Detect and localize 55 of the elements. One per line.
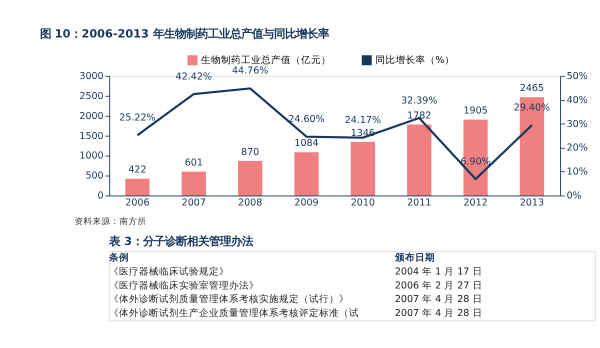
x-tick-label: 2007 — [182, 198, 206, 209]
bar — [238, 160, 262, 196]
text: 2007 年 4 月 28 日 — [394, 293, 482, 306]
y2-tick-label: 0% — [566, 190, 582, 202]
y2-tick-label: 30% — [566, 118, 588, 130]
x-tick-label: 2010 — [350, 198, 375, 209]
text: 《体外诊断试剂质量管理体系考核实施规定（试行）》 — [109, 293, 350, 306]
data-label: 1782 — [407, 110, 432, 122]
data-label: 1084 — [294, 138, 319, 150]
data-label: 32.39% — [401, 95, 438, 106]
x-tick-label: 2006 — [125, 198, 150, 209]
data-label: 870 — [241, 146, 260, 158]
y-tick-label: 1500 — [79, 130, 104, 142]
x-tick-label: 2013 — [520, 198, 544, 209]
bar — [407, 124, 432, 196]
x-tick-label: 2008 — [238, 198, 262, 209]
data-label: 44.76% — [232, 66, 268, 77]
text: 2007 年 4 月 28 日 — [394, 307, 482, 320]
data-label: 24.17% — [344, 114, 382, 126]
y-tick-label: 0 — [98, 190, 104, 202]
bar — [350, 142, 375, 196]
data-label: 1905 — [463, 105, 488, 116]
text: 2006 年 2 月 27 日 — [394, 279, 482, 292]
y-tick-label: 500 — [85, 170, 104, 182]
y2-tick-label: 20% — [566, 142, 588, 154]
x-tick-label: 2011 — [407, 198, 432, 209]
data-label: 42.42% — [176, 71, 212, 82]
text: 颁布日期 — [394, 252, 435, 264]
data-label: 25.22% — [119, 112, 156, 124]
y2-tick-label: 10% — [566, 166, 588, 178]
bar — [125, 178, 150, 196]
data-label: 2465 — [520, 83, 544, 94]
legend-label: 生物制药工业总产值（亿元） — [201, 54, 332, 66]
x-tick-label: 2009 — [294, 198, 319, 209]
y-tick-label: 1000 — [79, 150, 104, 162]
text: 《医疗器械临床实验室管理办法》 — [109, 279, 260, 292]
y2-tick-label: 50% — [566, 70, 588, 82]
text: 《医疗器械临床试验规定》 — [109, 265, 230, 278]
chart-title: 图 10：2006-2013 年生物制药工业总产值与同比增长率 — [40, 27, 329, 40]
legend-label: 同比增长率（%） — [375, 54, 454, 66]
y2-tick-label: 40% — [566, 94, 588, 106]
y-tick-label: 2500 — [79, 90, 104, 102]
text: 条例 — [108, 252, 130, 264]
x-tick-label: 2012 — [463, 198, 488, 209]
bar — [294, 152, 319, 196]
y-tick-label: 3000 — [79, 70, 104, 82]
text: 2004 年 1 月 17 日 — [394, 265, 482, 278]
y-tick-label: 2000 — [79, 110, 104, 122]
data-label: 422 — [128, 164, 147, 176]
bar — [182, 172, 206, 196]
data-label: 24.60% — [288, 114, 325, 125]
text: 表 3：分子诊断相关管理办法 — [108, 234, 254, 248]
text: 《体外诊断试剂生产企业质量管理体系考核评定标准（试 — [109, 307, 360, 320]
text: 资料来源：南方所 — [74, 216, 147, 228]
data-label: 601 — [184, 158, 203, 169]
